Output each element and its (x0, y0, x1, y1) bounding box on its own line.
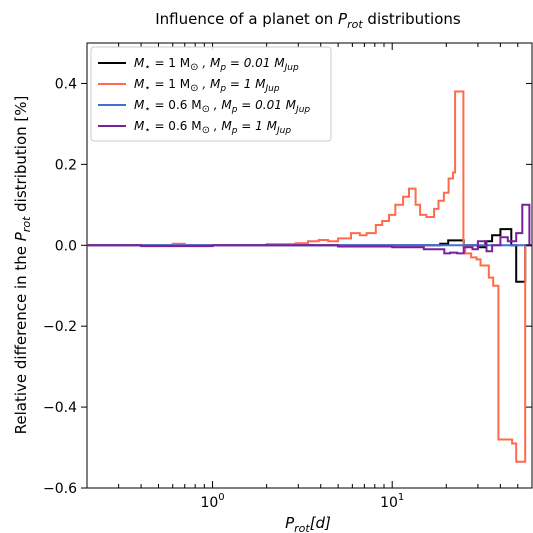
series-layer (87, 90, 532, 463)
y-axis-label: Relative difference in the Prot distribu… (12, 96, 33, 435)
y-tick-label: 0.4 (55, 76, 77, 92)
y-tick-label: −0.6 (43, 481, 77, 497)
xlabel-variable: P (285, 514, 295, 532)
ylabel-suffix: distribution [%] (12, 96, 30, 217)
plot-area (86, 42, 533, 489)
y-tick-label: −0.2 (43, 319, 77, 335)
title-subscript: rot (347, 18, 363, 31)
title-variable: P (338, 10, 348, 28)
y-tick-label: 0.0 (55, 238, 77, 254)
x-axis-ticks: 100 101 (86, 43, 533, 511)
x-tick-label: 100 (200, 492, 224, 511)
y-axis-ticks: −0.6 −0.4 −0.2 0.0 0.2 0.4 (43, 76, 532, 497)
ylabel-variable: P (12, 231, 30, 241)
title-suffix: distributions (363, 10, 461, 28)
series-line-4 (87, 203, 532, 255)
x-tick-label: 101 (380, 492, 404, 511)
y-tick-label: 0.2 (55, 157, 77, 173)
xlabel-unit: [d] (310, 514, 331, 532)
legend-label-4: M⋆ = 0.6 M⊙ , Mp = 1 MJup (134, 119, 291, 136)
ylabel-subscript: rot (20, 216, 33, 232)
x-axis-label: Prot[d] (285, 514, 331, 533)
legend-label-2: M⋆ = 1 M⊙ , Mp = 1 MJup (134, 77, 280, 94)
y-tick-label: −0.4 (43, 400, 77, 416)
legend-label-3: M⋆ = 0.6 M⊙ , Mp = 0.01 MJup (134, 98, 310, 115)
legend: M⋆ = 1 M⊙ , Mp = 0.01 MJup M⋆ = 1 M⊙ , Mp… (90, 46, 332, 142)
series-line-1 (87, 228, 532, 283)
chart-title: Influence of a planet on Prot distributi… (155, 10, 461, 31)
ylabel-prefix: Relative difference in the (12, 241, 30, 434)
series-line-2 (87, 90, 532, 463)
title-prefix: Influence of a planet on (155, 10, 338, 28)
xlabel-subscript: rot (294, 522, 310, 533)
legend-label-1: M⋆ = 1 M⊙ , Mp = 0.01 MJup (134, 56, 299, 73)
legend-box (90, 46, 332, 142)
